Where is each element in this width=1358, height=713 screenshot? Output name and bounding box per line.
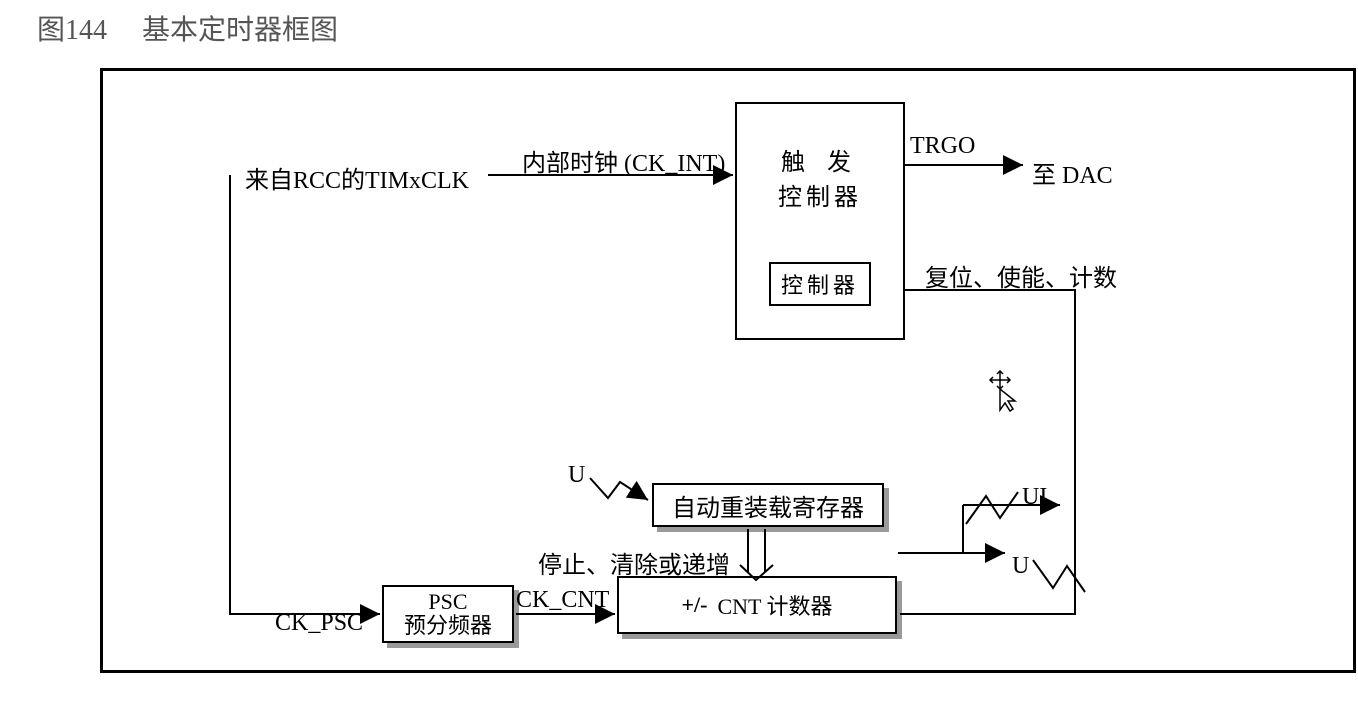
controller-sub-box: 控制器 bbox=[769, 262, 871, 306]
caption-prefix: 图144 bbox=[37, 15, 107, 46]
controller-sub-label: 控制器 bbox=[781, 273, 859, 298]
to-dac-label: 至 DAC bbox=[1032, 155, 1113, 190]
ck-int-label: 内部时钟 (CK_INT) bbox=[522, 143, 725, 178]
ck-cnt-label: CK_CNT bbox=[516, 587, 609, 614]
trigger-controller-box: 触 发 控制器 控制器 bbox=[735, 102, 905, 340]
u-out-label: U bbox=[1012, 553, 1029, 580]
auto-reload-label: 自动重装载寄存器 bbox=[672, 488, 864, 523]
prescaler-box: PSC 预分频器 bbox=[382, 585, 514, 643]
trigger-controller-line2: 控制器 bbox=[778, 177, 862, 212]
timxclk-label: 来自RCC的TIMxCLK bbox=[245, 160, 469, 195]
counter-label: CNT 计数器 bbox=[717, 589, 832, 621]
reset-enable-count-label: 复位、使能、计数 bbox=[925, 258, 1117, 293]
trgo-label: TRGO bbox=[910, 133, 975, 160]
stop-clear-inc-label: 停止、清除或递增 bbox=[538, 545, 730, 580]
counter-plusminus: +/- bbox=[681, 592, 707, 618]
u-arr-label: U bbox=[568, 462, 585, 489]
ck-psc-label: CK_PSC bbox=[275, 610, 363, 637]
auto-reload-box: 自动重装载寄存器 bbox=[652, 483, 884, 527]
prescaler-line2: 预分频器 bbox=[404, 614, 492, 638]
counter-box: +/- CNT 计数器 bbox=[617, 576, 897, 634]
ui-out-label: UI bbox=[1022, 484, 1047, 511]
caption-title: 基本定时器框图 bbox=[142, 15, 338, 46]
prescaler-line1: PSC bbox=[428, 590, 467, 614]
trigger-controller-line1: 触 发 bbox=[781, 142, 859, 177]
figure-caption: 图144 基本定时器框图 bbox=[37, 8, 338, 48]
